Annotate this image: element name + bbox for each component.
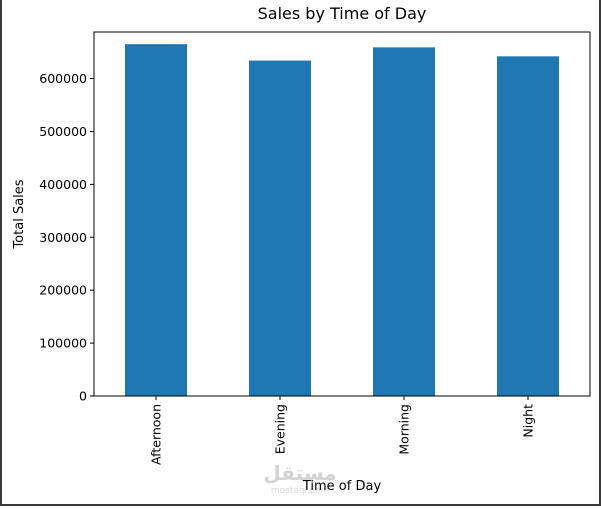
watermark: مستقل mostaql.com <box>263 461 336 496</box>
y-tick-label: 400000 <box>39 177 87 192</box>
y-tick-label: 200000 <box>39 283 87 298</box>
bars-group <box>125 44 559 397</box>
bar-morning <box>373 47 435 397</box>
x-tick-label: Morning <box>397 404 412 455</box>
watermark-text: مستقل <box>263 461 336 485</box>
y-tick-label: 600000 <box>39 71 87 86</box>
chart-title: Sales by Time of Day <box>258 4 427 23</box>
plot-area-frame <box>93 31 591 397</box>
x-tick-label: Night <box>521 404 536 438</box>
y-tick-label: 100000 <box>39 336 87 351</box>
bar-night <box>497 56 559 396</box>
x-axis: Afternoon Evening Morning Night <box>149 396 536 465</box>
bar-evening <box>249 60 311 397</box>
y-tick-label: 300000 <box>39 230 87 245</box>
watermark-subtext: mostaql.com <box>271 486 329 496</box>
x-axis-label: Time of Day <box>302 479 382 494</box>
y-tick-label: 0 <box>79 389 87 404</box>
x-tick-label: Evening <box>273 404 288 454</box>
x-tick-label: Afternoon <box>149 404 164 465</box>
y-tick-label: 500000 <box>39 124 87 139</box>
y-axis: 0 100000 200000 300000 400000 500000 600000 <box>39 71 94 404</box>
y-axis-label: Total Sales <box>12 179 27 249</box>
bar-afternoon <box>125 44 187 396</box>
